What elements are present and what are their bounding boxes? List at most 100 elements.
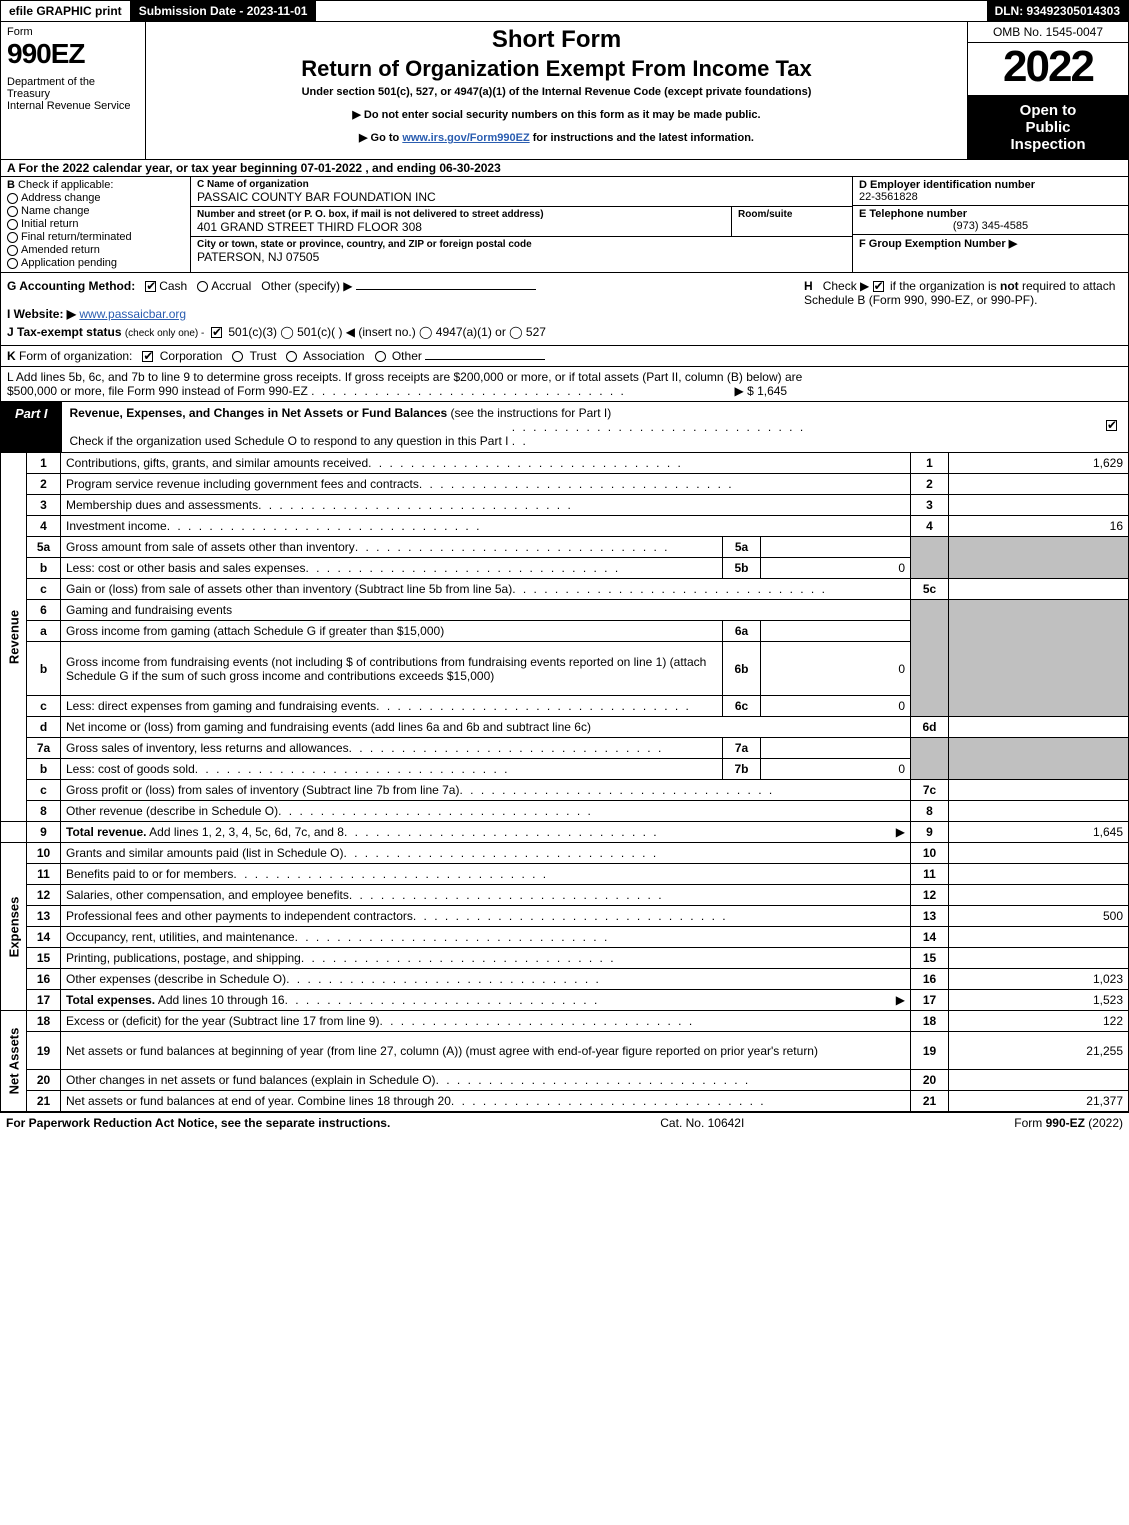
line-6d: dNet income or (loss) from gaming and fu…: [1, 717, 1129, 738]
topbar: efile GRAPHIC print Submission Date - 20…: [0, 0, 1129, 22]
org-address: 401 GRAND STREET THIRD FLOOR 308: [197, 220, 725, 234]
submission-date: Submission Date - 2023-11-01: [131, 1, 317, 21]
value-21: 21,377: [949, 1091, 1129, 1112]
dln: DLN: 93492305014303: [987, 1, 1128, 21]
ein: 22-3561828: [859, 191, 1122, 203]
k-line: K Form of organization: Corporation Trus…: [0, 346, 1129, 367]
value-16: 1,023: [949, 969, 1129, 990]
side-expenses: Expenses: [6, 896, 21, 957]
value-13: 500: [949, 906, 1129, 927]
value-2: [949, 474, 1129, 495]
efile-label: efile GRAPHIC print: [1, 1, 131, 21]
value-6b: 0: [761, 642, 911, 696]
line-5a: 5aGross amount from sale of assets other…: [1, 537, 1129, 558]
check-schedule-o-used[interactable]: [1106, 420, 1117, 431]
l-line: L Add lines 5b, 6c, and 7b to line 9 to …: [0, 367, 1129, 402]
org-city: PATERSON, NJ 07505: [197, 250, 846, 264]
line-7a: 7aGross sales of inventory, less returns…: [1, 738, 1129, 759]
open-line3: Inspection: [972, 136, 1124, 153]
l-text2: $500,000 or more, file Form 990 instead …: [7, 384, 308, 398]
return-title: Return of Organization Exempt From Incom…: [156, 56, 957, 82]
check-association[interactable]: [286, 351, 297, 362]
g-label: G Accounting Method:: [7, 279, 135, 293]
check-accrual[interactable]: [197, 281, 208, 292]
value-5a: [761, 537, 911, 558]
website-link[interactable]: www.passaicbar.org: [79, 307, 186, 321]
goto-pre: ▶ Go to: [359, 132, 402, 144]
bcdef-row: B Check if applicable: Address change Na…: [0, 177, 1129, 273]
goto-line: ▶ Go to www.irs.gov/Form990EZ for instru…: [156, 131, 957, 144]
i-label: I Website: ▶: [7, 307, 76, 321]
check-amended-return[interactable]: Amended return: [7, 244, 184, 256]
line-3: 3Membership dues and assessments 3: [1, 495, 1129, 516]
side-net-assets: Net Assets: [6, 1028, 21, 1095]
check-501c3[interactable]: [211, 327, 222, 338]
check-name-change[interactable]: Name change: [7, 205, 184, 217]
telephone: (973) 345-4585: [859, 220, 1122, 232]
check-other-org[interactable]: [375, 351, 386, 362]
form-header: Form 990EZ Department of the Treasury In…: [0, 22, 1129, 160]
value-6c: 0: [761, 696, 911, 717]
header-center: Short Form Return of Organization Exempt…: [146, 22, 968, 159]
short-form-title: Short Form: [156, 26, 957, 54]
check-schedule-b-not-required[interactable]: [873, 281, 884, 292]
value-8: [949, 801, 1129, 822]
check-address-change[interactable]: Address change: [7, 192, 184, 204]
h-label: H: [804, 279, 813, 293]
line-6: 6Gaming and fundraising events: [1, 600, 1129, 621]
form-label: Form: [7, 26, 139, 38]
check-final-return[interactable]: Final return/terminated: [7, 231, 184, 243]
line-17: 17Total expenses. Add lines 10 through 1…: [1, 990, 1129, 1011]
ghij-row: G Accounting Method: Cash Accrual Other …: [0, 273, 1129, 346]
part1-check: [1098, 402, 1128, 452]
value-7b: 0: [761, 759, 911, 780]
j-label: J Tax-exempt status: [7, 325, 122, 339]
check-trust[interactable]: [232, 351, 243, 362]
line-1: Revenue 1 Contributions, gifts, grants, …: [1, 453, 1129, 474]
form-number: 990EZ: [7, 38, 139, 70]
part1-tab: Part I: [1, 402, 62, 452]
check-cash[interactable]: [145, 281, 156, 292]
department: Department of the Treasury Internal Reve…: [7, 76, 139, 112]
line-9: 9Total revenue. Add lines 1, 2, 3, 4, 5c…: [1, 822, 1129, 843]
value-17: 1,523: [949, 990, 1129, 1011]
line-13: 13Professional fees and other payments t…: [1, 906, 1129, 927]
omb-number: OMB No. 1545-0047: [968, 22, 1128, 43]
check-application-pending[interactable]: Application pending: [7, 257, 184, 269]
value-18: 122: [949, 1011, 1129, 1032]
check-corporation[interactable]: [142, 351, 153, 362]
value-7c: [949, 780, 1129, 801]
check-initial-return[interactable]: Initial return: [7, 218, 184, 230]
header-right: OMB No. 1545-0047 2022 Open to Public In…: [968, 22, 1128, 159]
column-b: B Check if applicable: Address change Na…: [1, 177, 191, 272]
e-label: E Telephone number: [859, 208, 1122, 220]
value-5c: [949, 579, 1129, 600]
line-18: Net Assets 18Excess or (deficit) for the…: [1, 1011, 1129, 1032]
c-name-label: C Name of organization: [197, 179, 846, 190]
section-a: A For the 2022 calendar year, or tax yea…: [0, 160, 1129, 177]
b-label: B: [7, 179, 15, 191]
value-11: [949, 864, 1129, 885]
line-11: 11Benefits paid to or for members11: [1, 864, 1129, 885]
line-7c: cGross profit or (loss) from sales of in…: [1, 780, 1129, 801]
header-left: Form 990EZ Department of the Treasury In…: [1, 22, 146, 159]
value-20: [949, 1070, 1129, 1091]
value-4: 16: [949, 516, 1129, 537]
line-2: 2Program service revenue including gover…: [1, 474, 1129, 495]
c-city-label: City or town, state or province, country…: [197, 239, 846, 250]
line-15: 15Printing, publications, postage, and s…: [1, 948, 1129, 969]
room-label: Room/suite: [738, 209, 846, 220]
value-6a: [761, 621, 911, 642]
part1-title: Revenue, Expenses, and Changes in Net As…: [62, 402, 1098, 452]
warning-ssn: ▶ Do not enter social security numbers o…: [156, 108, 957, 121]
org-name: PASSAIC COUNTY BAR FOUNDATION INC: [197, 190, 846, 204]
tax-year: 2022: [968, 43, 1128, 96]
line-12: 12Salaries, other compensation, and empl…: [1, 885, 1129, 906]
value-5b: 0: [761, 558, 911, 579]
form-ref: Form 990-EZ (2022): [1014, 1116, 1123, 1130]
d-label: D Employer identification number: [859, 179, 1122, 191]
open-line1: Open to: [972, 102, 1124, 119]
goto-post: for instructions and the latest informat…: [530, 132, 754, 144]
irs-link[interactable]: www.irs.gov/Form990EZ: [402, 132, 529, 144]
open-public-inspection: Open to Public Inspection: [968, 96, 1128, 159]
